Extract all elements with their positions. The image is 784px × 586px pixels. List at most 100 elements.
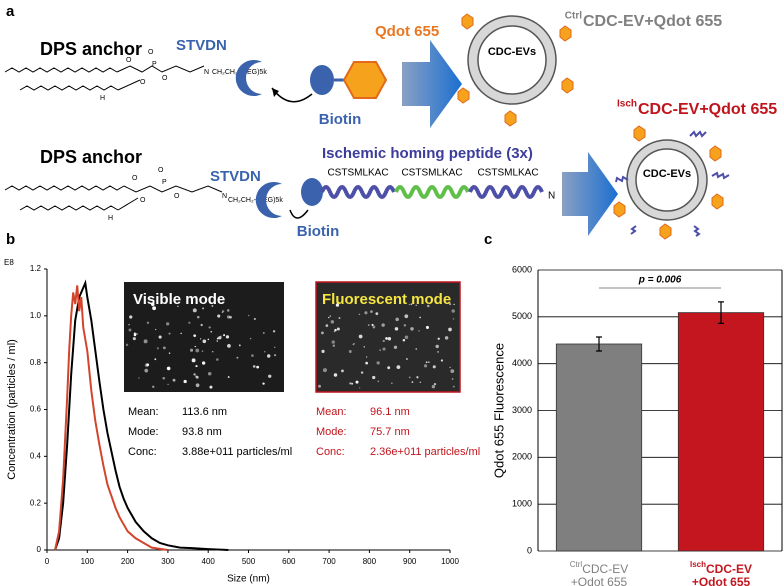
- particle: [190, 348, 194, 352]
- y-tick-label: 0.6: [30, 405, 42, 414]
- particle: [268, 374, 272, 378]
- x-tick-label: 100: [81, 557, 95, 566]
- y-tick-label: 1.2: [30, 264, 42, 273]
- particle: [158, 335, 162, 339]
- y-tick-label: 0: [37, 545, 42, 554]
- microscopy-inset: [124, 282, 284, 392]
- anchor-label: DPS anchor: [40, 39, 142, 59]
- particle: [325, 324, 329, 327]
- particle: [433, 382, 437, 386]
- atom: O: [148, 49, 154, 56]
- atom: H: [100, 95, 105, 102]
- particle: [236, 356, 239, 359]
- particle: [195, 348, 200, 353]
- particle: [423, 364, 428, 368]
- particle: [223, 334, 226, 337]
- particle: [267, 354, 271, 358]
- y-tick-label: 5000: [512, 311, 532, 321]
- particle: [217, 314, 221, 318]
- particle: [195, 364, 198, 368]
- vesicle: [613, 125, 730, 240]
- linker-label: CH₂CH₂-(PEG)5k: [228, 197, 283, 204]
- particle: [367, 324, 370, 326]
- particle: [360, 371, 364, 374]
- particle: [448, 327, 452, 332]
- process-arrow: [402, 40, 462, 128]
- atom: O: [140, 197, 146, 204]
- particle: [156, 347, 159, 350]
- x-tick-label: 900: [403, 557, 417, 566]
- x-tick-label: 600: [282, 557, 296, 566]
- x-tick-label: 300: [161, 557, 175, 566]
- peptide-title: Ischemic homing peptide (3x): [322, 145, 533, 162]
- qdot-label: Qdot 655: [375, 23, 439, 40]
- particle: [227, 376, 230, 378]
- particle: [226, 309, 230, 312]
- particle: [408, 304, 410, 306]
- particle: [172, 378, 176, 382]
- product-superscript: Ctrl: [565, 11, 582, 22]
- particle: [440, 359, 444, 362]
- streptavidin-icon: [255, 182, 282, 218]
- particle: [135, 332, 138, 335]
- y-multiplier: E8: [4, 258, 14, 267]
- peptide-helix: [320, 185, 396, 199]
- atom: O: [162, 75, 168, 82]
- particle: [341, 369, 344, 373]
- atom: O: [126, 57, 132, 64]
- product-label: CDC-EV+Qdot 655: [583, 13, 722, 30]
- particle: [193, 373, 196, 376]
- particle: [338, 317, 341, 320]
- particle: [210, 330, 213, 333]
- particle: [408, 376, 411, 379]
- terminus-label: N: [548, 191, 555, 202]
- particle: [437, 337, 440, 340]
- particle: [451, 309, 455, 313]
- particle: [391, 382, 393, 384]
- particle: [416, 376, 419, 379]
- particle: [372, 375, 376, 380]
- particle: [396, 365, 401, 370]
- x-tick-label: 500: [242, 557, 256, 566]
- particle: [128, 328, 132, 332]
- particle: [220, 335, 222, 337]
- product-label: CDC-EV+Qdot 655: [638, 101, 777, 118]
- particle: [318, 384, 321, 388]
- particle: [207, 372, 212, 376]
- particle: [216, 340, 218, 342]
- particle: [336, 327, 340, 331]
- x-tick-label: 0: [45, 557, 50, 566]
- particle: [382, 347, 386, 351]
- particle: [353, 343, 355, 345]
- particle: [333, 373, 338, 377]
- atom: H: [108, 215, 113, 222]
- series-line: [54, 279, 229, 551]
- particle: [449, 366, 451, 369]
- error-bar: [596, 336, 602, 352]
- peptide-helix: [394, 185, 470, 199]
- backbone: [123, 185, 223, 193]
- series-line: [54, 285, 169, 551]
- peptide-sequence: CSTSMLKAC: [327, 168, 388, 179]
- particle: [272, 330, 276, 333]
- process-arrow: [562, 152, 618, 236]
- particle: [428, 361, 430, 363]
- significance-label: p = 0.006: [638, 275, 682, 286]
- y-axis-label: Qdot 655 Fluorescence: [491, 343, 506, 478]
- particle: [155, 328, 157, 331]
- particle: [332, 344, 335, 347]
- bar: [555, 343, 643, 552]
- particle: [410, 327, 414, 331]
- particle: [192, 308, 197, 313]
- atom: N: [204, 69, 209, 76]
- particle: [406, 358, 408, 360]
- stat-label: Mode:: [316, 426, 347, 438]
- stat-label: Mean:: [316, 406, 347, 418]
- panel-label: b: [6, 231, 15, 248]
- particle: [168, 332, 171, 335]
- y-tick-label: 1000: [512, 499, 532, 509]
- particle: [404, 335, 409, 340]
- atom: O: [140, 79, 146, 86]
- particle: [252, 365, 256, 368]
- particle: [351, 382, 354, 385]
